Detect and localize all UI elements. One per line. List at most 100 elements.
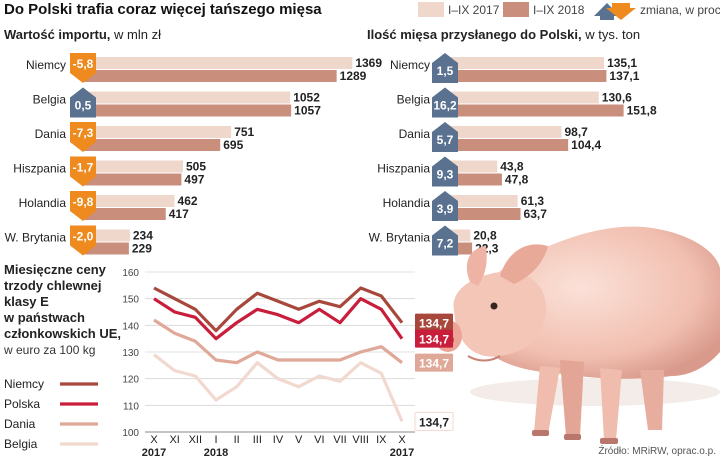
price-title-line-2: trzody chlewnej [4, 278, 102, 293]
bar [84, 57, 353, 69]
change-value-label: 0,5 [75, 99, 92, 113]
bar-value-label: 63,7 [524, 207, 548, 221]
bar-value-label: 695 [223, 138, 243, 152]
series-line-dania [153, 318, 403, 365]
x-tick-label: VII [333, 434, 346, 446]
price-legend: Niemcy Polska Dania Belgia [4, 377, 98, 451]
x-tick-label: X [150, 434, 158, 446]
meat-subtitle: w tys. ton [584, 27, 640, 42]
change-value-label: 7,2 [437, 237, 454, 251]
bar-value-label: 462 [178, 194, 198, 208]
bar-value-label: 234 [133, 229, 153, 243]
source-note: Źródło: MRiRW, oprac.o.p. [598, 444, 716, 457]
up-arrow-icon [432, 122, 458, 152]
import-panel-title: Wartość importu, w mln zł [4, 27, 161, 42]
up-arrow-icon [70, 87, 96, 118]
down-arrow-icon [70, 156, 96, 187]
price-line-chart: Miesięczne ceny trzody chlewnej klasy E … [3, 262, 454, 458]
end-label-box [415, 353, 453, 372]
bar [446, 57, 605, 69]
category-label: Belgia [397, 93, 431, 107]
series-line-belgia [153, 353, 404, 422]
x-tick-label: XI [169, 434, 179, 446]
change-value-label: 5,7 [437, 133, 454, 147]
series-line-polska [153, 297, 404, 341]
bar [446, 70, 607, 82]
category-label: Hiszpania [13, 162, 66, 176]
legend-label-2017: I–IX 2017 [448, 3, 500, 17]
price-legend-label: Belgia [4, 437, 38, 451]
year-label: 2017 [142, 447, 166, 458]
up-arrow-icon [432, 87, 458, 118]
y-tick-label: 150 [122, 295, 139, 306]
bar [446, 104, 624, 117]
x-tick-label: III [253, 434, 262, 446]
pig-illustration [434, 226, 720, 444]
bar [446, 208, 521, 220]
bar [84, 139, 221, 151]
bar-value-label: 43,8 [500, 160, 524, 174]
category-label: W. Brytania [369, 231, 431, 245]
up-arrow-icon [432, 53, 458, 83]
bar-value-label: 130,6 [602, 91, 632, 105]
category-label: Niemcy [26, 58, 66, 72]
down-arrow-icon [70, 53, 96, 83]
bar [84, 70, 337, 82]
price-legend-label: Polska [4, 397, 40, 411]
category-label: Holandia [383, 196, 431, 210]
price-end-labels: 134,7 134,7 134,7 134,7 [414, 313, 454, 431]
category-label: Belgia [33, 93, 67, 107]
year-label: 2018 [204, 447, 228, 458]
bar-value-label: 751 [234, 125, 254, 139]
end-label-box [414, 411, 454, 431]
x-tick-label: V [295, 434, 303, 446]
x-tick-label: X [398, 434, 406, 446]
end-value-label: 134,7 [419, 317, 449, 331]
legend-label-2018: I–IX 2018 [533, 3, 585, 17]
up-arrow-icon [432, 156, 458, 187]
bar [84, 160, 183, 173]
bar [84, 173, 182, 186]
bar [446, 160, 498, 173]
legend-up-arrow-icon [594, 3, 620, 20]
price-title-line-1: Miesięczne ceny [4, 262, 107, 277]
x-tick-label: II [234, 434, 240, 446]
category-label: Niemcy [390, 58, 430, 72]
bar-value-label: 20,8 [473, 229, 497, 243]
import-subtitle: w mln zł [113, 27, 161, 42]
x-tick-label: I [214, 434, 217, 446]
change-value-label: -9,8 [73, 195, 94, 209]
bar [84, 195, 175, 207]
category-label: Hiszpania [377, 162, 430, 176]
bar-value-label: 47,8 [505, 173, 529, 187]
price-title-line-3: klasy E [4, 294, 49, 309]
y-tick-label: 160 [122, 268, 139, 279]
x-tick-label: XII [189, 434, 202, 446]
x-tick-label: IX [376, 434, 387, 446]
bar [446, 126, 562, 138]
category-label: W. Brytania [5, 231, 67, 245]
legend-label-change: zmiana, w proc. [640, 3, 720, 17]
import-title: Wartość importu, [4, 27, 110, 42]
change-value-label: -2,0 [73, 230, 94, 244]
bar [84, 126, 232, 138]
bar-value-label: 135,1 [607, 56, 637, 70]
change-value-label: 1,5 [437, 64, 454, 78]
up-arrow-icon [432, 225, 458, 256]
bar-value-label: 137,1 [609, 69, 639, 83]
legend-down-arrow-icon [606, 3, 636, 20]
category-label: Holandia [19, 196, 67, 210]
meat-panel-title: Ilość mięsa przysłanego do Polski, w tys… [367, 27, 640, 42]
change-value-label: 3,9 [437, 202, 454, 216]
bar-value-label: 1369 [355, 56, 382, 70]
down-arrow-icon [70, 122, 96, 152]
bar-value-label: 104,4 [571, 138, 601, 152]
price-legend-label: Niemcy [4, 377, 44, 391]
bar-value-label: 1289 [340, 69, 367, 83]
change-value-label: -5,8 [73, 57, 94, 71]
end-label-box [415, 329, 453, 348]
